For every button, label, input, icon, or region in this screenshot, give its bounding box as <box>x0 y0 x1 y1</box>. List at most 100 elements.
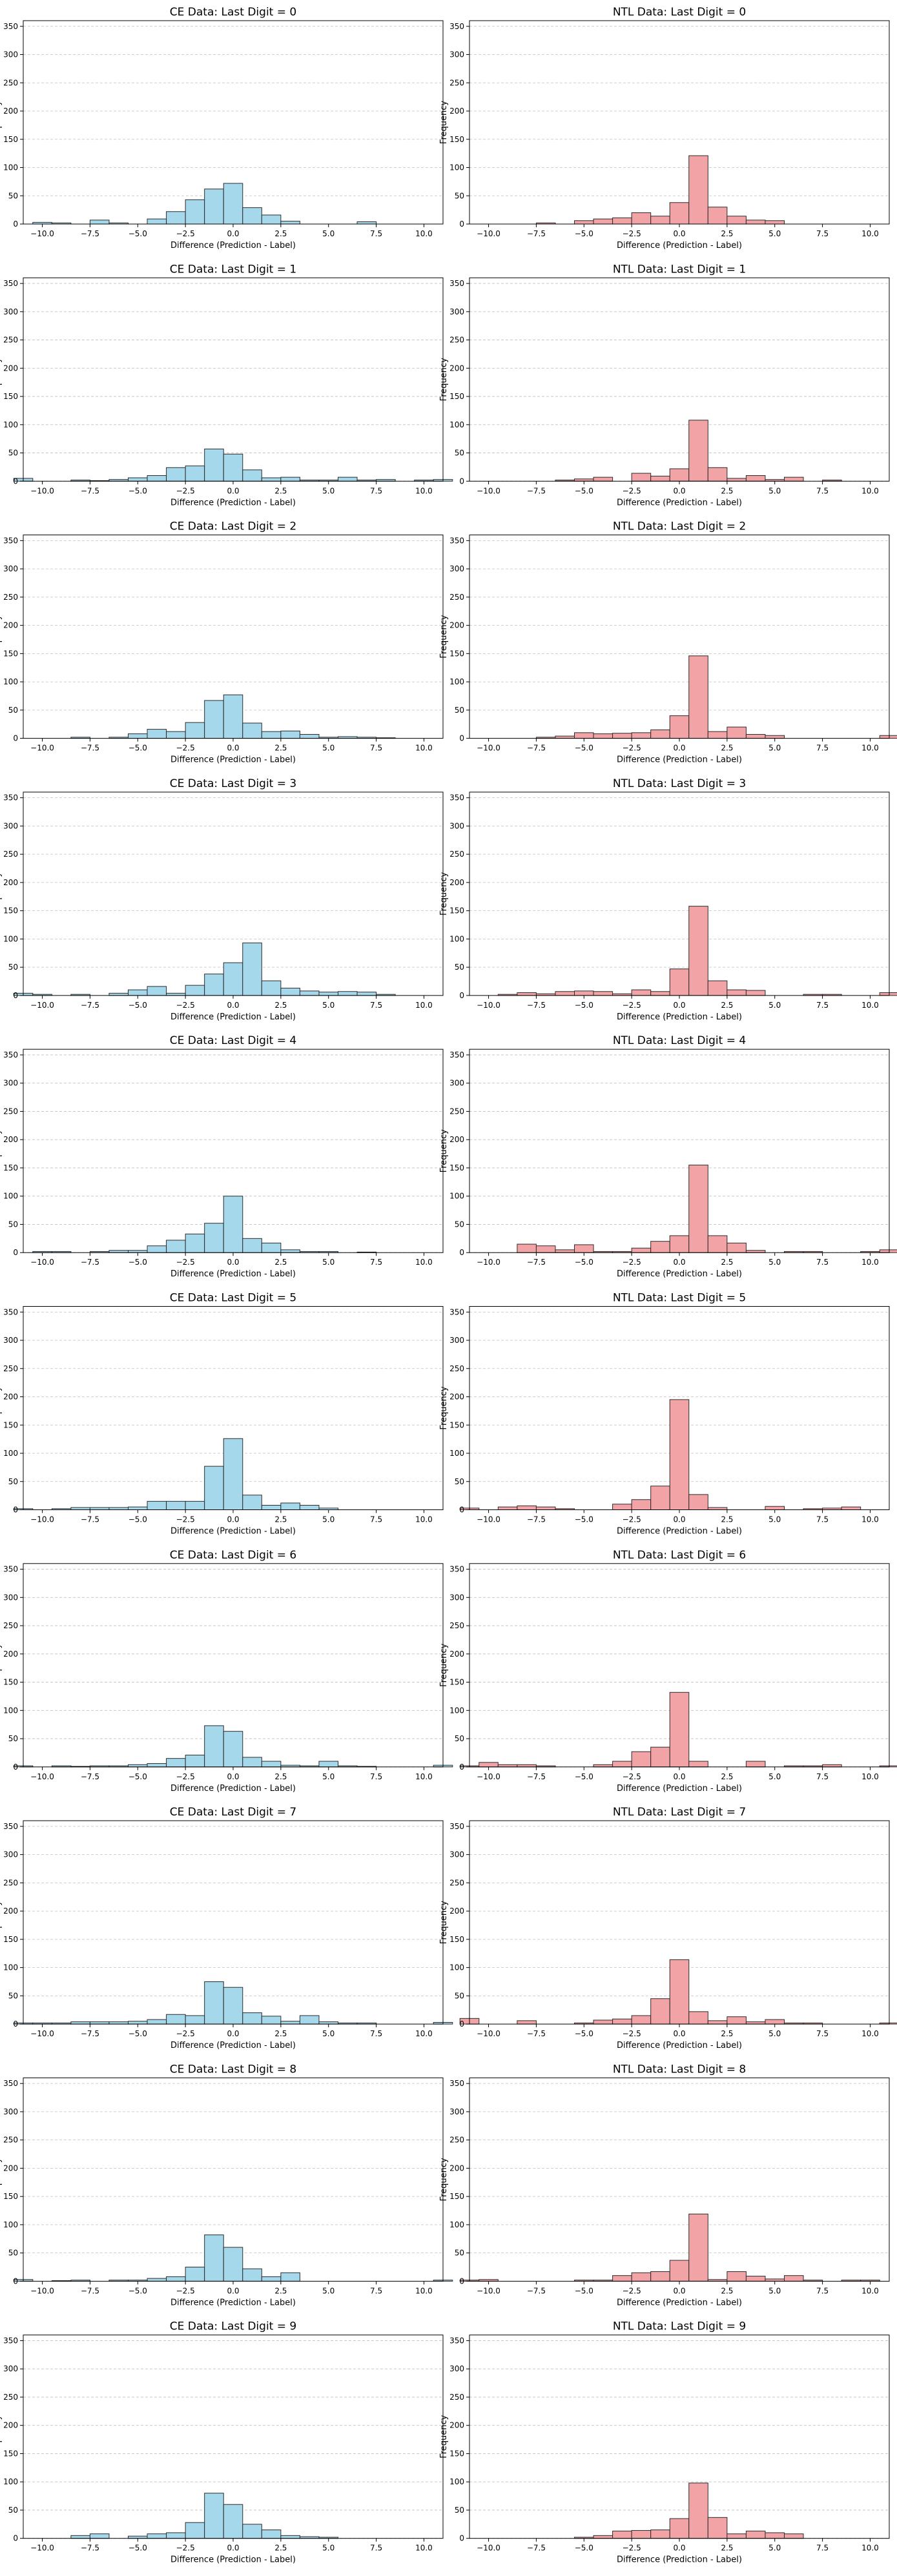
y-tick-label: 300 <box>449 307 464 316</box>
x-tick-label: 0.0 <box>673 2286 685 2295</box>
y-tick-label: 0 <box>459 2534 464 2543</box>
y-tick-label: 150 <box>3 649 18 658</box>
histogram-bar <box>204 1725 224 1768</box>
x-tick-label: 5.0 <box>322 1258 335 1267</box>
y-tick-label: 0 <box>13 1506 18 1515</box>
y-tick-label: 150 <box>449 649 464 658</box>
y-tick-label: 100 <box>3 1449 18 1458</box>
x-tick-label: 2.5 <box>721 744 733 753</box>
x-axis-label: Difference (Prediction - Label) <box>617 755 742 765</box>
x-tick-label: −7.5 <box>527 1001 546 1010</box>
x-tick-label: 10.0 <box>861 744 879 753</box>
y-tick-label: 250 <box>3 2393 18 2402</box>
x-tick-label: −2.5 <box>176 1772 195 1781</box>
histogram-bar <box>745 2021 766 2025</box>
histogram-bar <box>669 2260 690 2282</box>
y-tick-label: 0 <box>459 1763 464 1772</box>
y-tick-label: 250 <box>3 78 18 87</box>
x-tick-label: 10.0 <box>861 1772 879 1781</box>
y-tick-label: 150 <box>449 1420 464 1429</box>
histogram-bar <box>535 1506 556 1510</box>
x-tick-label: 0.0 <box>673 1001 685 1010</box>
y-tick-label: 50 <box>8 1220 18 1229</box>
y-tick-label: 150 <box>449 135 464 144</box>
x-tick-label: −5.0 <box>129 1001 147 1010</box>
y-tick-label: 200 <box>3 1906 18 1916</box>
histogram-bar <box>242 943 262 996</box>
x-tick-label: 2.5 <box>721 2544 733 2553</box>
y-tick-label: 50 <box>455 449 464 458</box>
histogram-bar <box>688 155 708 225</box>
chart-ntl-digit-1: −10.0 −7.5 −5.0 −2.5 0.0 2.5 5.0 7.5 10.0 0 50 100 1… <box>439 263 890 507</box>
y-tick-label: 150 <box>3 1163 18 1172</box>
chart-ce-digit-3: −10.0 −7.5 −5.0 −2.5 0.0 2.5 5.0 7.5 10.0 0 50 100 1… <box>0 777 444 1022</box>
x-axis-label: Difference (Prediction - Label) <box>617 241 742 250</box>
x-tick-label: 10.0 <box>861 1001 879 1010</box>
y-tick-label: 200 <box>3 2163 18 2172</box>
y-tick-label: 200 <box>449 2163 464 2172</box>
x-tick-label: −5.0 <box>129 2029 147 2038</box>
chart-ce-digit-9: −10.0 −7.5 −5.0 −2.5 0.0 2.5 5.0 7.5 10.0 0 50 100 1… <box>0 2320 444 2565</box>
y-axis-label: Frequency <box>0 872 3 915</box>
y-tick-label: 200 <box>449 107 464 116</box>
histogram-bar <box>631 1247 652 1253</box>
histogram-bar <box>280 730 300 739</box>
x-tick-label: 0.0 <box>227 2544 239 2553</box>
y-tick-label: 50 <box>8 1477 18 1486</box>
y-tick-label: 200 <box>449 1393 464 1402</box>
histogram-bar <box>280 221 300 225</box>
y-tick-label: 50 <box>8 2249 18 2258</box>
x-tick-label: −5.0 <box>575 744 593 753</box>
x-tick-label: −2.5 <box>176 1001 195 1010</box>
x-tick-label: 10.0 <box>415 1515 433 1524</box>
histogram-bar <box>669 968 690 996</box>
histogram-bar <box>650 1241 670 1253</box>
x-tick-label: 5.0 <box>322 744 335 753</box>
y-tick-label: 0 <box>13 220 18 229</box>
y-tick-label: 300 <box>3 821 18 830</box>
histogram-bar <box>593 733 613 739</box>
x-tick-label: 7.5 <box>816 2029 829 2038</box>
histogram-bar <box>204 189 224 225</box>
histogram-bar <box>612 2018 632 2025</box>
y-axis-label: Frequency <box>0 615 3 658</box>
histogram-bar <box>147 1500 167 1510</box>
histogram-bar <box>299 1505 320 1510</box>
histogram-bar <box>204 974 224 996</box>
x-tick-label: 7.5 <box>370 2029 382 2038</box>
x-tick-label: −5.0 <box>575 2029 593 2038</box>
histogram-bar <box>70 2021 90 2025</box>
chart-title: CE Data: Last Digit = 8 <box>170 2063 296 2076</box>
y-tick-label: 150 <box>449 1678 464 1687</box>
x-tick-label: −7.5 <box>81 2029 99 2038</box>
x-tick-label: 7.5 <box>370 744 382 753</box>
histogram-bar <box>261 2530 282 2539</box>
chart-ntl-digit-0: −10.0 −7.5 −5.0 −2.5 0.0 2.5 5.0 7.5 10.0 0 50 100 1… <box>439 6 890 250</box>
y-tick-label: 200 <box>449 878 464 887</box>
x-tick-label: 0.0 <box>673 2029 685 2038</box>
chart-ntl-digit-5: −10.0 −7.5 −5.0 −2.5 0.0 2.5 5.0 7.5 10.0 0 50 100 1… <box>439 1292 890 1537</box>
histogram-bar <box>204 1981 224 2025</box>
histogram-bar <box>574 220 594 225</box>
chart-ntl-digit-7: −10.0 −7.5 −5.0 −2.5 0.0 2.5 5.0 7.5 10.0 0 50 100 1… <box>439 1806 897 2050</box>
x-tick-label: 7.5 <box>370 1515 382 1524</box>
histogram-bar <box>261 1761 282 1768</box>
y-tick-label: 150 <box>449 2449 464 2458</box>
y-tick-label: 0 <box>13 2276 18 2285</box>
x-tick-label: −2.5 <box>176 2029 195 2038</box>
x-tick-label: −7.5 <box>81 229 99 238</box>
x-tick-label: 7.5 <box>370 2544 382 2553</box>
y-tick-label: 100 <box>449 1449 464 1458</box>
y-tick-label: 350 <box>449 1822 464 1831</box>
x-tick-label: −5.0 <box>575 1001 593 1010</box>
y-tick-label: 300 <box>449 1336 464 1345</box>
chart-ce-digit-8: −10.0 −7.5 −5.0 −2.5 0.0 2.5 5.0 7.5 10.0 0 50 100 1… <box>0 2063 453 2307</box>
y-tick-label: 200 <box>3 107 18 116</box>
histogram-bar <box>108 1507 129 1510</box>
y-tick-label: 350 <box>449 2079 464 2088</box>
x-tick-label: −10.0 <box>477 486 500 495</box>
histogram-bar <box>185 1500 205 1510</box>
x-tick-label: 10.0 <box>861 486 879 495</box>
histogram-bar <box>223 2247 243 2282</box>
y-tick-label: 100 <box>3 163 18 172</box>
